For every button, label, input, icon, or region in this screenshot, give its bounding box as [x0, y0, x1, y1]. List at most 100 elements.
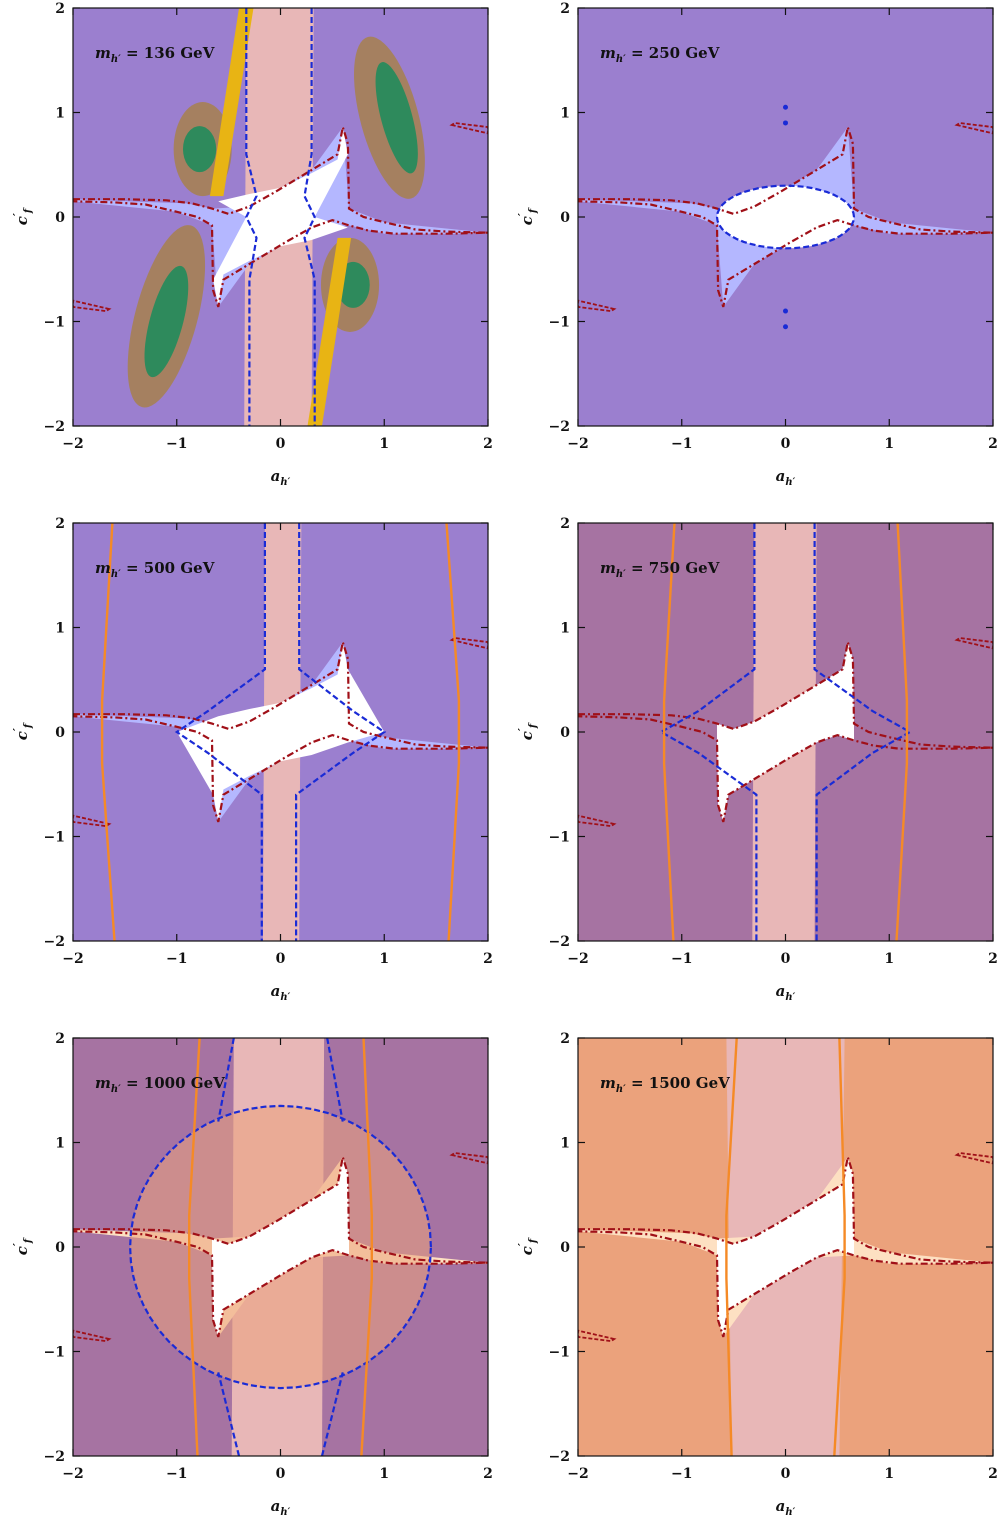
mass-label: mh′ = 1500 GeV: [600, 1074, 730, 1095]
blue-contour: [245, 8, 258, 426]
x-tick-label: 2: [988, 1466, 998, 1482]
mass-label-sub: h′: [616, 569, 626, 580]
plot-area: [73, 8, 488, 426]
mass-label-symbol: m: [95, 44, 111, 62]
panel-m250: −2 −1 0 1 2 −2 −1 0 1 2 ah′ c′f mh′ = 250 GeV: [505, 0, 1005, 500]
y-tick-label: 0: [55, 210, 65, 226]
x-axis-label-sub: h′: [280, 992, 290, 1003]
red-contour-corner: [73, 299, 112, 313]
red-contour-corner: [954, 122, 993, 135]
x-axis-label-sub: h′: [280, 477, 290, 488]
y-axis-label: c′f: [516, 1237, 539, 1255]
orange-contour: [445, 523, 461, 941]
blue-contour: [715, 184, 856, 250]
x-axis-label: ah′: [776, 982, 796, 1003]
x-tick-label: 0: [781, 1466, 791, 1482]
x-tick-label: −1: [166, 951, 187, 967]
x-tick-label: 1: [884, 1466, 894, 1482]
yellow-strip: [209, 8, 254, 197]
blue-contour: [128, 1104, 433, 1390]
plot-area: [578, 8, 993, 426]
y-tick-label: −1: [44, 1345, 65, 1361]
y-tick-label: 1: [560, 106, 570, 122]
y-tick-label: 0: [55, 725, 65, 741]
y-axis-label-sup: ′: [11, 728, 24, 731]
y-tick-label: 2: [55, 516, 65, 532]
y-axis-label-sup: ′: [516, 728, 529, 731]
x-tick-label: 0: [276, 436, 286, 452]
plot-area: [73, 1038, 488, 1456]
y-tick-label: −2: [549, 1449, 570, 1465]
red-contour-corner: [73, 1329, 112, 1343]
orange-contour: [662, 523, 676, 941]
panel-m500: −2 −1 0 1 2 −2 −1 0 1 2 ah′ c′f mh′ = 500 GeV: [0, 515, 500, 1015]
y-tick-label: −2: [44, 934, 65, 950]
blue-contour: [303, 8, 316, 426]
x-tick-label: 2: [988, 436, 998, 452]
x-tick-label: −1: [166, 436, 187, 452]
y-tick-label: 2: [55, 1, 65, 17]
y-tick-label: 0: [560, 725, 570, 741]
blue-contour: [326, 1038, 344, 1122]
orange-contour: [895, 523, 909, 941]
y-tick-label: 1: [55, 106, 65, 122]
white-hole: [717, 1157, 854, 1337]
y-tick-label: 1: [560, 621, 570, 637]
x-axis-label: ah′: [271, 1497, 291, 1518]
x-tick-label: 0: [781, 951, 791, 967]
blue-contour: [813, 523, 913, 941]
y-tick-label: −1: [549, 1345, 570, 1361]
mass-label: mh′ = 750 GeV: [600, 559, 720, 580]
green-region: [375, 62, 418, 174]
y-axis-label-sub: f: [528, 1237, 539, 1244]
y-tick-label: 0: [55, 1240, 65, 1256]
x-tick-label: −1: [671, 436, 692, 452]
mass-label: mh′ = 1000 GeV: [95, 1074, 225, 1095]
x-tick-label: 0: [781, 436, 791, 452]
panel-m1500: −2 −1 0 1 2 −2 −1 0 1 2 ah′ c′f mh′ = 1500 GeV: [505, 1030, 1005, 1519]
blue-contour: [320, 1372, 344, 1456]
green-region: [144, 265, 189, 378]
mass-label-symbol: m: [600, 44, 616, 62]
y-axis-label-sub: f: [23, 722, 34, 729]
y-axis-label-sub: f: [528, 722, 539, 729]
orange-contour: [100, 523, 116, 941]
x-tick-label: −1: [166, 1466, 187, 1482]
y-tick-label: −1: [549, 830, 570, 846]
orange-contour: [360, 1038, 373, 1456]
blue-contour: [658, 523, 758, 941]
y-axis-label-sup: ′: [11, 213, 24, 216]
blue-contour: [217, 1038, 235, 1122]
x-tick-label: 0: [276, 1466, 286, 1482]
blue-contour: [174, 523, 266, 941]
mass-label-value: = 1000 GeV: [121, 1074, 225, 1092]
panel-m1000: −2 −1 0 1 2 −2 −1 0 1 2 ah′ c′f mh′ = 1000 GeV: [0, 1030, 500, 1519]
y-axis-label: c′f: [11, 722, 34, 740]
x-tick-label: 0: [276, 951, 286, 967]
y-tick-label: 0: [560, 1240, 570, 1256]
mass-label-symbol: m: [95, 559, 111, 577]
x-axis-label-sub: h′: [785, 1507, 795, 1518]
y-axis-label-sub: f: [23, 1237, 34, 1244]
y-axis-label-sub: f: [23, 207, 34, 214]
panel-m136: −2 −1 0 1 2 −2 −1 0 1 2 ah′ c′f mh′ = 136 GeV: [0, 0, 500, 500]
white-hole: [212, 1157, 349, 1337]
x-tick-label: 1: [379, 951, 389, 967]
x-axis-label-sub: h′: [785, 992, 795, 1003]
panel-m750: −2 −1 0 1 2 −2 −1 0 1 2 ah′ c′f mh′ = 750 GeV: [505, 515, 1005, 1015]
white-hole: [213, 127, 348, 307]
y-tick-label: 2: [55, 1031, 65, 1047]
red-contour-corner: [954, 1152, 993, 1165]
red-contour-corner: [449, 122, 488, 135]
y-axis-label-sup: ′: [516, 213, 529, 216]
x-tick-label: 2: [483, 1466, 493, 1482]
mass-label-value: = 1500 GeV: [626, 1074, 730, 1092]
x-tick-label: 2: [483, 436, 493, 452]
x-tick-label: 1: [379, 436, 389, 452]
y-tick-label: −2: [44, 1449, 65, 1465]
white-hole: [176, 642, 385, 822]
blue-contour-dot: [783, 120, 788, 126]
